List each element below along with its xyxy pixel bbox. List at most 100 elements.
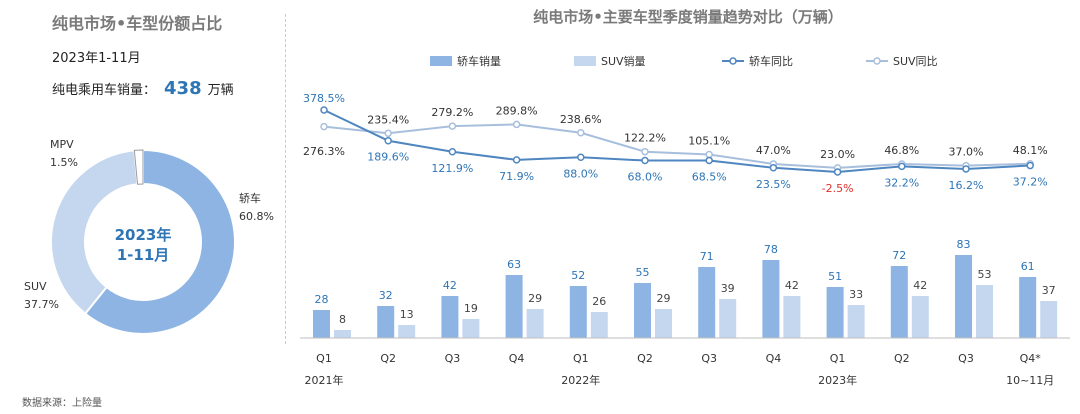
x-tick-2: Q3: [445, 352, 461, 365]
bar-label-suv-1: 13: [400, 308, 414, 321]
x-tick-1: Q2: [380, 352, 396, 365]
donut-center-line2: 1-11月: [117, 246, 170, 264]
bar-label-suv-6: 39: [721, 282, 735, 295]
point-sedan-yoy-7: [769, 164, 778, 172]
bar-sedan-9: [890, 266, 908, 338]
label-sedan-yoy-11: 37.2%: [1013, 176, 1048, 189]
bar-suv-0: [334, 330, 351, 338]
bar-sedan-11: [1019, 277, 1037, 338]
label-sedan-yoy-3: 71.9%: [499, 170, 534, 183]
x-tick-3: Q4: [509, 352, 525, 365]
point-sedan-yoy-6: [705, 156, 713, 165]
legend-label-0: 轿车销量: [457, 54, 501, 68]
label-suv-yoy-8: 23.0%: [820, 148, 855, 161]
label-suv-yoy-9: 46.8%: [884, 144, 919, 157]
point-sedan-yoy-3: [512, 156, 521, 164]
left-chart-title: 纯电市场•车型份额占比: [52, 14, 223, 33]
total-sales-value: 438: [164, 78, 202, 99]
point-sedan-yoy-5: [641, 156, 649, 165]
bar-label-sedan-6: 71: [700, 250, 714, 263]
label-suv-yoy-11: 48.1%: [1013, 144, 1048, 157]
point-sedan-yoy-9: [898, 162, 906, 171]
year-label-1: 2022年: [561, 373, 600, 387]
point-suv-yoy-3: [512, 120, 521, 129]
label-sedan-yoy-0: 378.5%: [303, 92, 345, 105]
point-suv-yoy-1: [384, 129, 392, 138]
donut-center-line1: 2023年: [115, 226, 172, 244]
x-tick-8: Q1: [830, 352, 846, 365]
label-sedan-yoy-10: 16.2%: [949, 179, 984, 192]
label-sedan-yoy-1: 189.6%: [367, 151, 409, 164]
label-sedan-yoy-4: 88.0%: [563, 167, 598, 180]
bar-suv-4: [590, 312, 608, 338]
bar-label-sedan-7: 78: [764, 243, 778, 256]
donut-label-suv: SUV: [24, 280, 47, 293]
bar-label-suv-10: 53: [978, 268, 992, 281]
legend-swatch-suv-sales: [574, 56, 596, 66]
legend-marker-suv-yoy: [873, 57, 881, 65]
bar-label-sedan-1: 32: [379, 289, 393, 302]
donut-label-mpv: MPV: [50, 138, 74, 151]
point-suv-yoy-5: [641, 147, 649, 156]
point-suv-yoy-6: [705, 150, 713, 159]
x-tick-7: Q4: [766, 352, 782, 365]
bar-label-suv-4: 26: [592, 295, 606, 308]
point-suv-yoy-0: [320, 122, 328, 131]
total-sales-label: 纯电乘用车销量：: [52, 83, 157, 98]
x-tick-9: Q2: [894, 352, 910, 365]
donut-slice-suv: [50, 149, 139, 316]
bar-sedan-10: [955, 255, 972, 338]
x-tick-6: Q3: [701, 352, 717, 365]
x-tick-4: Q1: [573, 352, 589, 365]
bar-suv-6: [719, 299, 737, 338]
bar-label-sedan-0: 28: [315, 293, 329, 306]
line-sedan-yoy: [323, 109, 1031, 174]
bar-suv-9: [911, 296, 929, 338]
data-source: 数据来源：上险量: [22, 398, 102, 409]
year-label-0: 2021年: [305, 373, 344, 387]
bar-label-sedan-11: 61: [1021, 260, 1035, 273]
year-label-2: 2023年: [818, 373, 857, 387]
donut-value-sedan: 60.8%: [239, 210, 274, 223]
point-sedan-yoy-11: [1026, 161, 1034, 170]
label-suv-yoy-1: 235.4%: [367, 113, 409, 126]
bar-sedan-0: [313, 310, 330, 338]
bar-chart-title: 纯电市场•主要车型季度销量趋势对比（万辆）: [533, 8, 843, 26]
label-sedan-yoy-6: 68.5%: [692, 170, 727, 183]
label-sedan-yoy-8: -2.5%: [822, 182, 854, 195]
total-sales: 纯电乘用车销量： 438 万辆: [52, 78, 234, 99]
label-suv-yoy-4: 238.6%: [560, 113, 602, 126]
bar-sedan-3: [505, 275, 523, 338]
period-label: 2023年1-11月: [52, 51, 141, 66]
bar-sedan-1: [377, 306, 395, 338]
donut-label-sedan: 轿车: [239, 191, 261, 205]
label-suv-yoy-6: 105.1%: [688, 134, 730, 147]
bar-label-suv-5: 29: [657, 292, 671, 305]
bar-label-sedan-9: 72: [892, 249, 906, 262]
bar-label-sedan-2: 42: [443, 279, 457, 292]
bar-suv-5: [655, 309, 672, 338]
point-sedan-yoy-1: [384, 136, 392, 145]
x-tick-10: Q3: [958, 352, 974, 365]
bar-label-suv-0: 8: [339, 313, 346, 326]
point-suv-yoy-4: [577, 129, 585, 137]
label-suv-yoy-3: 289.8%: [496, 104, 538, 117]
donut-value-mpv: 1.5%: [50, 156, 78, 169]
bar-label-sedan-4: 52: [571, 269, 585, 282]
bar-suv-7: [783, 296, 801, 338]
bar-sedan-5: [634, 283, 651, 338]
bar-sedan-2: [441, 296, 459, 338]
label-suv-yoy-2: 279.2%: [431, 106, 473, 119]
point-sedan-yoy-4: [577, 153, 585, 162]
bar-suv-1: [398, 325, 416, 338]
point-sedan-yoy-0: [320, 106, 328, 114]
bar-suv-8: [847, 305, 865, 338]
legend-label-1: SUV销量: [601, 54, 646, 68]
bar-label-suv-7: 42: [785, 279, 799, 292]
bar-label-suv-8: 33: [849, 288, 863, 301]
bar-sedan-8: [826, 287, 844, 338]
label-sedan-yoy-9: 32.2%: [884, 176, 919, 189]
bar-label-sedan-10: 83: [957, 238, 971, 251]
bar-label-sedan-5: 55: [636, 266, 650, 279]
x-tick-5: Q2: [637, 352, 653, 365]
